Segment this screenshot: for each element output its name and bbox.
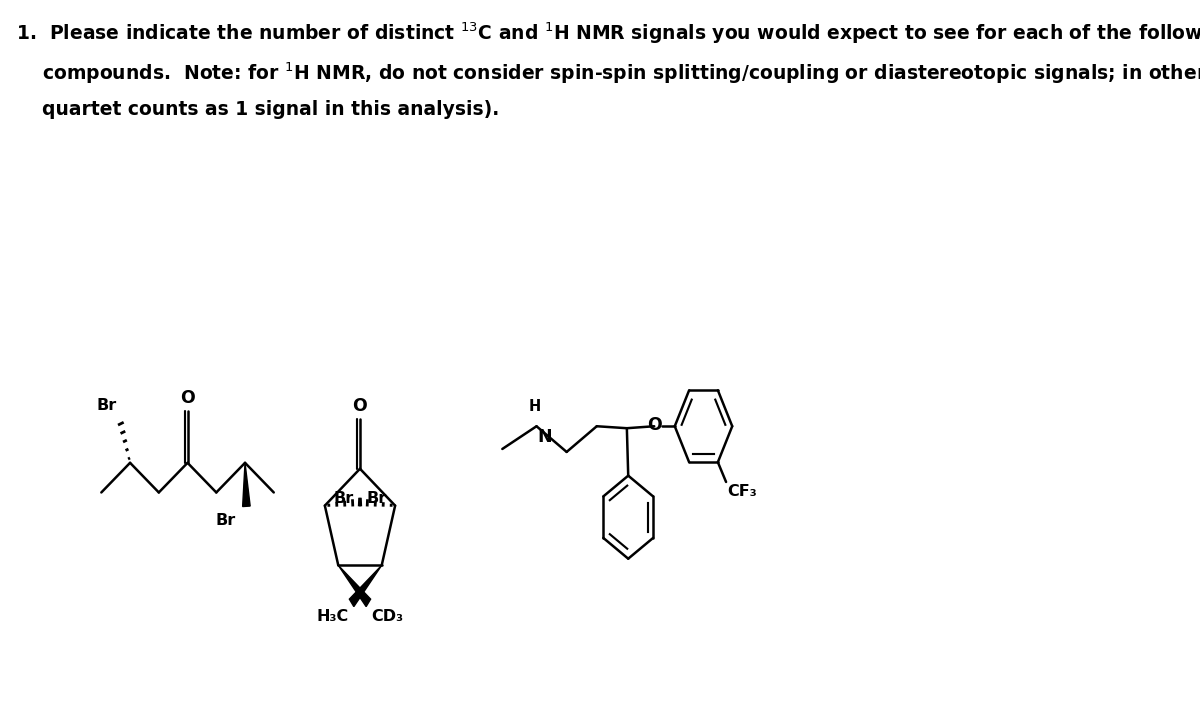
Text: Br: Br xyxy=(334,491,353,506)
Text: compounds.  Note: for $^{1}$H NMR, do not consider spin-spin splitting/coupling : compounds. Note: for $^{1}$H NMR, do not… xyxy=(17,61,1200,86)
Text: Br: Br xyxy=(366,491,386,506)
Text: quartet counts as 1 signal in this analysis).: quartet counts as 1 signal in this analy… xyxy=(17,100,499,119)
Polygon shape xyxy=(338,565,371,606)
Text: 1.  Please indicate the number of distinct $^{13}$C and $^{1}$H NMR signals you : 1. Please indicate the number of distinc… xyxy=(17,21,1200,46)
Text: Br: Br xyxy=(216,513,236,529)
Text: N: N xyxy=(538,428,552,446)
Text: CD₃: CD₃ xyxy=(371,609,403,624)
Text: O: O xyxy=(180,389,194,407)
Text: H₃C: H₃C xyxy=(317,609,349,624)
Text: H: H xyxy=(528,399,541,414)
Polygon shape xyxy=(242,463,250,507)
Text: O: O xyxy=(648,417,662,434)
Polygon shape xyxy=(349,565,382,606)
Text: Br: Br xyxy=(97,399,118,414)
Text: CF₃: CF₃ xyxy=(727,484,756,499)
Text: O: O xyxy=(353,397,367,415)
